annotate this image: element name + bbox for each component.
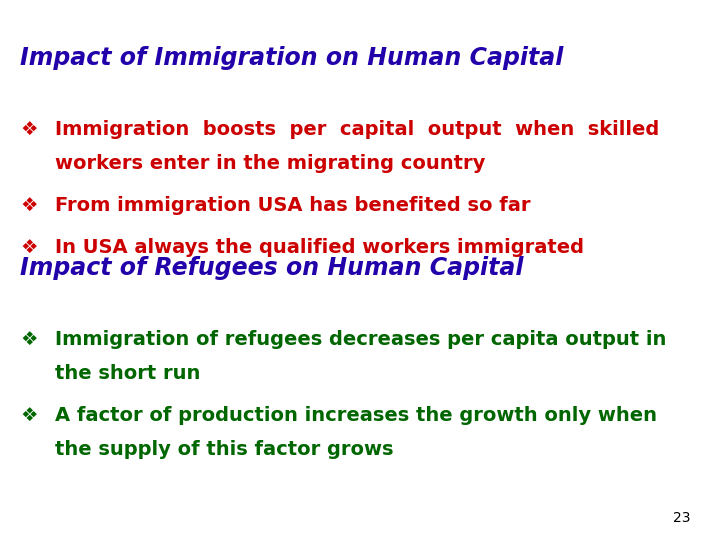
Text: From immigration USA has benefited so far: From immigration USA has benefited so fa…: [55, 196, 531, 215]
Text: Impact of Immigration on Human Capital: Impact of Immigration on Human Capital: [20, 46, 563, 70]
Text: Immigration of refugees decreases per capita output in: Immigration of refugees decreases per ca…: [55, 330, 667, 349]
Text: the supply of this factor grows: the supply of this factor grows: [55, 440, 394, 459]
Text: workers enter in the migrating country: workers enter in the migrating country: [55, 154, 485, 173]
Text: 23: 23: [672, 511, 690, 525]
Text: ❖: ❖: [20, 330, 37, 349]
Text: Impact of Refugees on Human Capital: Impact of Refugees on Human Capital: [20, 256, 523, 280]
Text: ❖: ❖: [20, 120, 37, 139]
Text: In USA always the qualified workers immigrated: In USA always the qualified workers immi…: [55, 238, 584, 257]
Text: the short run: the short run: [55, 364, 200, 383]
Text: Immigration  boosts  per  capital  output  when  skilled: Immigration boosts per capital output wh…: [55, 120, 660, 139]
Text: ❖: ❖: [20, 196, 37, 215]
Text: ❖: ❖: [20, 406, 37, 425]
Text: ❖: ❖: [20, 238, 37, 257]
Text: A factor of production increases the growth only when: A factor of production increases the gro…: [55, 406, 657, 425]
